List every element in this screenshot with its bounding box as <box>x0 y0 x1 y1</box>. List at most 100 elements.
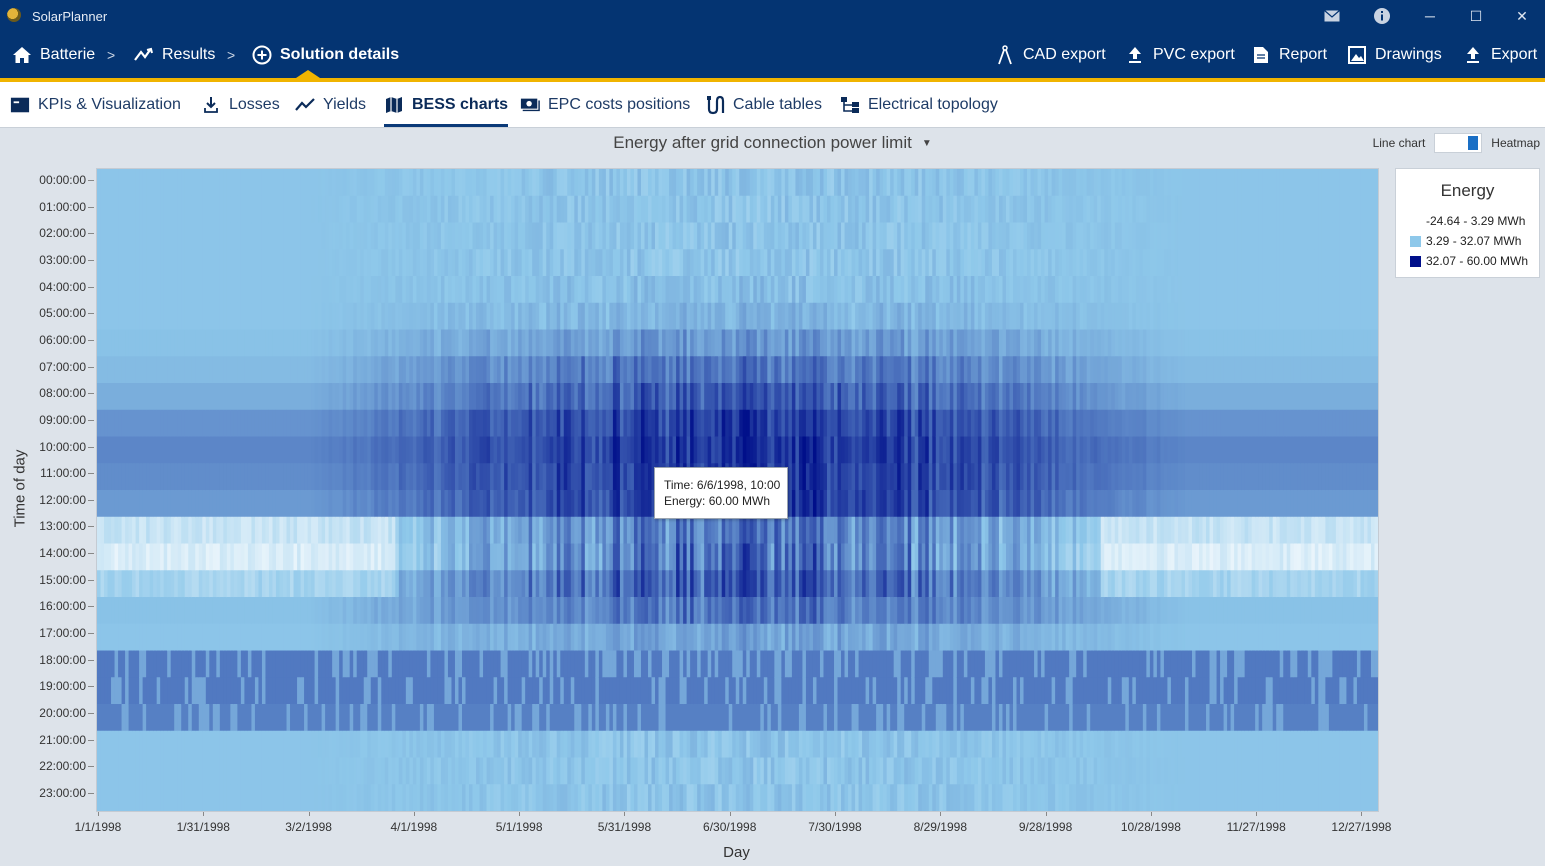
heatmap-cell <box>672 516 677 545</box>
heatmap-cell <box>268 356 274 384</box>
breadcrumb-batterie[interactable]: Batterie <box>12 32 95 78</box>
heatmap-cell <box>542 463 547 491</box>
view-toggle-switch[interactable] <box>1434 133 1483 153</box>
heatmap-cell <box>107 597 112 625</box>
heatmap-cell <box>444 409 449 438</box>
cad-export-button[interactable]: CAD export <box>996 32 1106 78</box>
heatmap-cell <box>658 383 663 411</box>
heatmap-cell <box>212 169 217 197</box>
heatmap-cell <box>546 383 551 411</box>
heatmap-cell <box>346 597 351 625</box>
breadcrumb-results[interactable]: Results <box>134 32 215 78</box>
heatmap-cell <box>353 623 358 652</box>
heatmap-cell <box>591 383 596 411</box>
heatmap-plot[interactable] <box>96 168 1379 812</box>
heatmap-cell <box>237 597 242 625</box>
heatmap-cell <box>725 570 730 598</box>
heatmap-cell <box>679 169 684 197</box>
heatmap-cell <box>672 543 677 571</box>
upload-icon <box>1464 46 1482 64</box>
heatmap-cell <box>556 436 561 464</box>
heatmap-cell <box>405 704 410 732</box>
heatmap-cell <box>233 383 238 411</box>
heatmap-cell <box>325 436 330 464</box>
heatmap-cell <box>370 169 375 197</box>
heatmap-cell <box>163 570 168 598</box>
heatmap-cell <box>451 677 456 705</box>
drawings-button[interactable]: Drawings <box>1348 32 1442 78</box>
heatmap-cell <box>114 757 119 785</box>
heatmap-cell <box>114 436 119 464</box>
heatmap-cell <box>784 249 789 277</box>
heatmap-cell <box>233 570 238 598</box>
heatmap-cell <box>335 516 340 545</box>
heatmap-cell <box>160 276 165 304</box>
heatmap-cell <box>104 463 109 491</box>
heatmap-cell <box>581 222 586 250</box>
heatmap-cell <box>493 436 498 464</box>
tab-bess-charts[interactable]: BESS charts <box>384 82 509 127</box>
mail-icon[interactable] <box>1319 4 1345 28</box>
heatmap-cell <box>174 383 179 411</box>
y-tick-label: 13:00:00 <box>39 519 86 534</box>
heatmap-cell <box>676 436 681 464</box>
report-button[interactable]: Report <box>1252 32 1327 78</box>
heatmap-cell <box>616 597 621 625</box>
heatmap-cell <box>346 570 351 598</box>
breadcrumb-solution-details[interactable]: Solution details <box>252 32 399 78</box>
heatmap-cell <box>697 169 702 197</box>
heatmap-cell <box>788 650 793 678</box>
maximize-button[interactable]: ☐ <box>1469 7 1483 24</box>
heatmap-cell <box>374 597 379 625</box>
heatmap-cell <box>240 249 245 277</box>
heatmap-cell <box>609 409 614 438</box>
heatmap-cell <box>584 730 589 759</box>
heatmap-cell <box>118 784 123 811</box>
heatmap-cell <box>198 383 203 411</box>
heatmap-cell <box>556 383 561 411</box>
heatmap-cell <box>774 169 779 197</box>
heatmap-cell <box>153 730 158 759</box>
tab-cable-tables[interactable]: Cable tables <box>705 82 822 127</box>
heatmap-cell <box>619 516 625 545</box>
pvc-export-button[interactable]: PVC export <box>1126 32 1235 78</box>
heatmap-cell <box>454 409 460 438</box>
heatmap-cell <box>686 276 691 304</box>
tab-yields[interactable]: Yields <box>295 82 366 127</box>
heatmap-cell <box>304 463 309 491</box>
heatmap-cell <box>388 409 393 438</box>
heatmap-cell <box>149 249 154 277</box>
heatmap-cell <box>774 784 779 811</box>
heatmap-cell <box>612 730 618 759</box>
heatmap-cell <box>191 784 196 811</box>
heatmap-cell <box>556 409 561 438</box>
tab-electrical-topology[interactable]: Electrical topology <box>840 82 998 127</box>
heatmap-cell <box>416 169 421 197</box>
heatmap-cell <box>711 516 716 545</box>
heatmap-cell <box>770 169 775 197</box>
heatmap-cell <box>591 784 596 811</box>
heatmap-cell <box>546 169 551 197</box>
heatmap-cell <box>346 730 351 759</box>
chart-title-dropdown[interactable]: Energy after grid connection power limit… <box>0 131 1545 155</box>
heatmap-cell <box>500 463 505 491</box>
heatmap-cell <box>623 730 628 759</box>
heatmap-cell <box>700 329 705 357</box>
heatmap-cell <box>377 302 382 331</box>
heatmap-cell <box>437 302 442 331</box>
heatmap-cell <box>483 302 488 331</box>
heatmap-cell <box>219 784 224 811</box>
tab-epc-costs-positions[interactable]: EPC costs positions <box>520 82 690 127</box>
heatmap-cell <box>444 436 449 464</box>
close-button[interactable]: ✕ <box>1516 7 1528 24</box>
heatmap-cell <box>525 597 530 625</box>
heatmap-cell <box>788 356 793 384</box>
heatmap-cell <box>304 623 309 652</box>
minimize-button[interactable]: ─ <box>1425 8 1435 24</box>
heatmap-cell <box>360 249 365 277</box>
export-button[interactable]: Export <box>1464 32 1537 78</box>
tab-losses[interactable]: Losses <box>201 82 280 127</box>
info-icon[interactable] <box>1369 4 1395 28</box>
heatmap-cell <box>483 195 488 224</box>
tab-kpis-visualization[interactable]: KPIs & Visualization <box>10 82 181 127</box>
